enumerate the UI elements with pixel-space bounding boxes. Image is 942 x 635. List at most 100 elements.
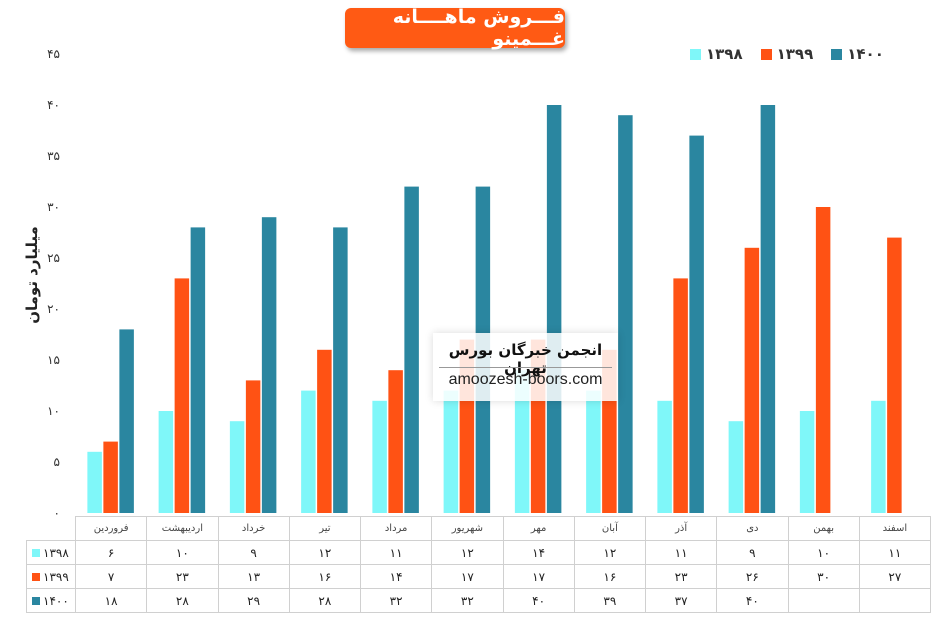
data-label: ۲۳	[146, 564, 219, 589]
data-label: ۱۱	[858, 540, 932, 565]
table-row: ۱۳۹۹ ۷ ۲۳ ۱۳ ۱۶ ۱۴ ۱۷ ۱۷ ۱۶ ۲۳ ۲۶ ۳۰ ۲۷	[26, 564, 932, 589]
x-tick-label: بهمن	[787, 516, 860, 541]
legend-label: ۱۳۹۹	[776, 45, 814, 63]
x-tick-label: مهر	[502, 516, 575, 541]
x-tick-label: آبان	[573, 516, 647, 541]
bar-0-5	[443, 390, 459, 513]
table-series-name: ۱۳۹۹	[43, 569, 69, 584]
legend-label: ۱۴۰۰	[847, 45, 884, 63]
x-tick-label: تیر	[288, 516, 362, 541]
table-series-name: ۱۴۰۰	[43, 593, 69, 608]
table-swatch	[32, 549, 40, 557]
table-row: ۱۳۹۸ ۶ ۱۰ ۹ ۱۲ ۱۱ ۱۲ ۱۴ ۱۲ ۱۱ ۹ ۱۰ ۱۱	[26, 540, 932, 565]
data-label: ۹	[217, 540, 290, 565]
data-label: ۲۷	[858, 564, 932, 589]
data-label: ۱۶	[288, 564, 362, 589]
watermark: انجمن خبرگان بورس تهران amoozesh-boors.c…	[433, 333, 618, 401]
data-label: ۱۷	[502, 564, 575, 589]
bar-1-1	[174, 278, 190, 513]
legend-item: ۱۴۰۰	[831, 45, 884, 63]
data-label: ۶	[74, 540, 148, 565]
bar-2-2	[261, 217, 277, 513]
table-row: ۱۴۰۰ ۱۸ ۲۸ ۲۹ ۲۸ ۳۲ ۳۲ ۴۰ ۳۹ ۳۷ ۴۰	[26, 588, 932, 613]
bar-1-0	[103, 441, 118, 513]
legend-item: ۱۳۹۸	[690, 45, 743, 63]
data-label: ۲۳	[644, 564, 718, 589]
watermark-url: amoozesh-boors.com	[448, 371, 603, 388]
data-label: ۱۸	[74, 588, 148, 613]
y-tick-label: ۰	[54, 506, 60, 520]
data-label: ۳۲	[359, 588, 433, 613]
bar-1-10	[815, 207, 831, 513]
data-label	[787, 588, 860, 613]
data-label: ۳۹	[573, 588, 647, 613]
data-label: ۳۰	[787, 564, 860, 589]
y-tick-label: ۴۰	[47, 98, 60, 112]
bar-2-8	[689, 135, 704, 513]
legend: ۱۳۹۸ ۱۳۹۹ ۱۴۰۰	[690, 44, 884, 64]
watermark-divider	[439, 367, 612, 368]
data-label: ۲۸	[146, 588, 219, 613]
data-label: ۴۰	[502, 588, 575, 613]
data-label: ۱۱	[644, 540, 718, 565]
table-row-header: ۱۳۹۹	[26, 564, 76, 589]
x-tick-label: اردیبهشت	[146, 516, 219, 541]
y-tick-label: ۳۵	[47, 149, 60, 163]
data-label: ۹	[716, 540, 789, 565]
y-tick-label: ۴۵	[47, 47, 60, 61]
table-corner	[26, 516, 76, 541]
legend-swatch	[831, 48, 843, 60]
bar-2-4	[404, 186, 419, 513]
chart-title-badge: فـــروش ماهــــانه غـــمینو	[345, 6, 565, 50]
watermark-title: انجمن خبرگان بورس تهران	[448, 341, 603, 377]
bar-0-7	[586, 390, 601, 513]
y-tick-label: ۲۰	[47, 302, 60, 316]
y-tick-label: ۲۵	[47, 251, 60, 265]
data-label: ۲۶	[716, 564, 789, 589]
y-tick-label: ۱۵	[47, 353, 60, 367]
data-label: ۱۲	[431, 540, 504, 565]
data-label: ۱۶	[573, 564, 647, 589]
bar-2-3	[333, 227, 348, 513]
x-tick-label: فروردین	[74, 516, 148, 541]
bar-2-1	[190, 227, 206, 513]
data-label: ۲۸	[288, 588, 362, 613]
bar-0-11	[871, 400, 886, 513]
legend-swatch	[760, 48, 772, 60]
data-label: ۱۱	[359, 540, 433, 565]
x-tick-label: شهریور	[431, 516, 504, 541]
legend-item: ۱۳۹۹	[760, 45, 814, 63]
table-series-name: ۱۳۹۸	[43, 545, 69, 560]
data-label: ۳۷	[644, 588, 718, 613]
bar-0-8	[657, 400, 672, 513]
bar-0-4	[372, 400, 387, 513]
bar-2-9	[760, 105, 776, 513]
x-tick-label: خرداد	[217, 516, 290, 541]
x-tick-label: آذر	[644, 516, 718, 541]
table-row-header: ۱۳۹۸	[26, 540, 76, 565]
bar-0-3	[301, 390, 316, 513]
bar-1-4	[388, 370, 403, 513]
data-label: ۱۴	[502, 540, 575, 565]
table-swatch	[32, 573, 40, 581]
bar-1-8	[673, 278, 688, 513]
data-label: ۱۴	[359, 564, 433, 589]
bar-2-6	[546, 105, 562, 513]
y-tick-label: ۵	[54, 455, 60, 469]
bar-0-9	[728, 421, 744, 513]
y-tick-label: ۳۰	[47, 200, 60, 214]
data-table: فروردین اردیبهشت خرداد تیر مرداد شهریور مهر آبا…	[26, 516, 932, 613]
bar-1-9	[744, 247, 760, 514]
bar-0-2	[229, 421, 245, 513]
data-label	[858, 588, 932, 613]
bar-1-2	[245, 380, 261, 513]
x-tick-label: اسفند	[858, 516, 932, 541]
data-label: ۷	[74, 564, 148, 589]
bar-0-6	[514, 370, 530, 513]
data-label: ۱۰	[146, 540, 219, 565]
bar-0-1	[158, 411, 174, 513]
data-label: ۴۰	[716, 588, 789, 613]
data-label: ۱۰	[787, 540, 860, 565]
data-label: ۱۳	[217, 564, 290, 589]
